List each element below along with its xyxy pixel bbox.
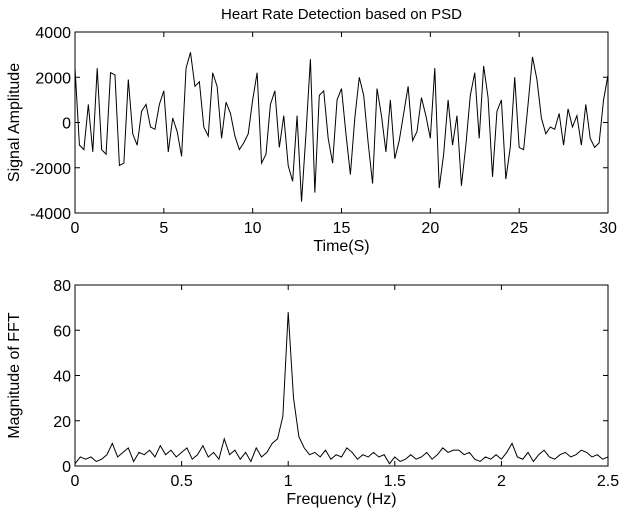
x-axis-label: Frequency (Hz) (286, 491, 396, 508)
x-tick-label: 0 (71, 220, 80, 237)
y-axis-label: Magnitude of FFT (6, 312, 23, 439)
axes-box (74, 284, 609, 467)
y-tick-label: 0 (62, 116, 71, 133)
x-tick-label: 2.5 (597, 473, 619, 490)
x-tick-label: 15 (333, 220, 351, 237)
y-tick-label: 80 (53, 278, 71, 295)
x-tick-label: 1.5 (384, 473, 406, 490)
x-tick-label: 0 (71, 473, 80, 490)
y-tick-label: 0 (62, 459, 71, 476)
y-tick-label: 4000 (35, 25, 71, 42)
signal-line (74, 52, 609, 202)
axes-box (74, 31, 609, 214)
y-tick-label: 2000 (35, 70, 71, 87)
y-tick-label: 40 (53, 369, 71, 386)
x-tick-label: 30 (599, 220, 617, 237)
y-tick-label: -2000 (30, 161, 71, 178)
x-tick-label: 0.5 (170, 473, 192, 490)
x-tick-label: 5 (159, 220, 168, 237)
x-tick-label: 1 (284, 473, 293, 490)
x-tick-label: 10 (244, 220, 262, 237)
x-tick-label: 2 (497, 473, 506, 490)
y-tick-label: 60 (53, 323, 71, 340)
x-axis-label: Time(S) (313, 238, 369, 255)
signal-line (74, 312, 609, 465)
y-tick-label: 20 (53, 414, 71, 431)
chart-title: Heart Rate Detection based on PSD (221, 6, 462, 23)
y-axis-label: Signal Amplitude (6, 63, 23, 182)
y-tick-label: -4000 (30, 206, 71, 223)
x-tick-label: 25 (510, 220, 528, 237)
x-tick-label: 20 (421, 220, 439, 237)
